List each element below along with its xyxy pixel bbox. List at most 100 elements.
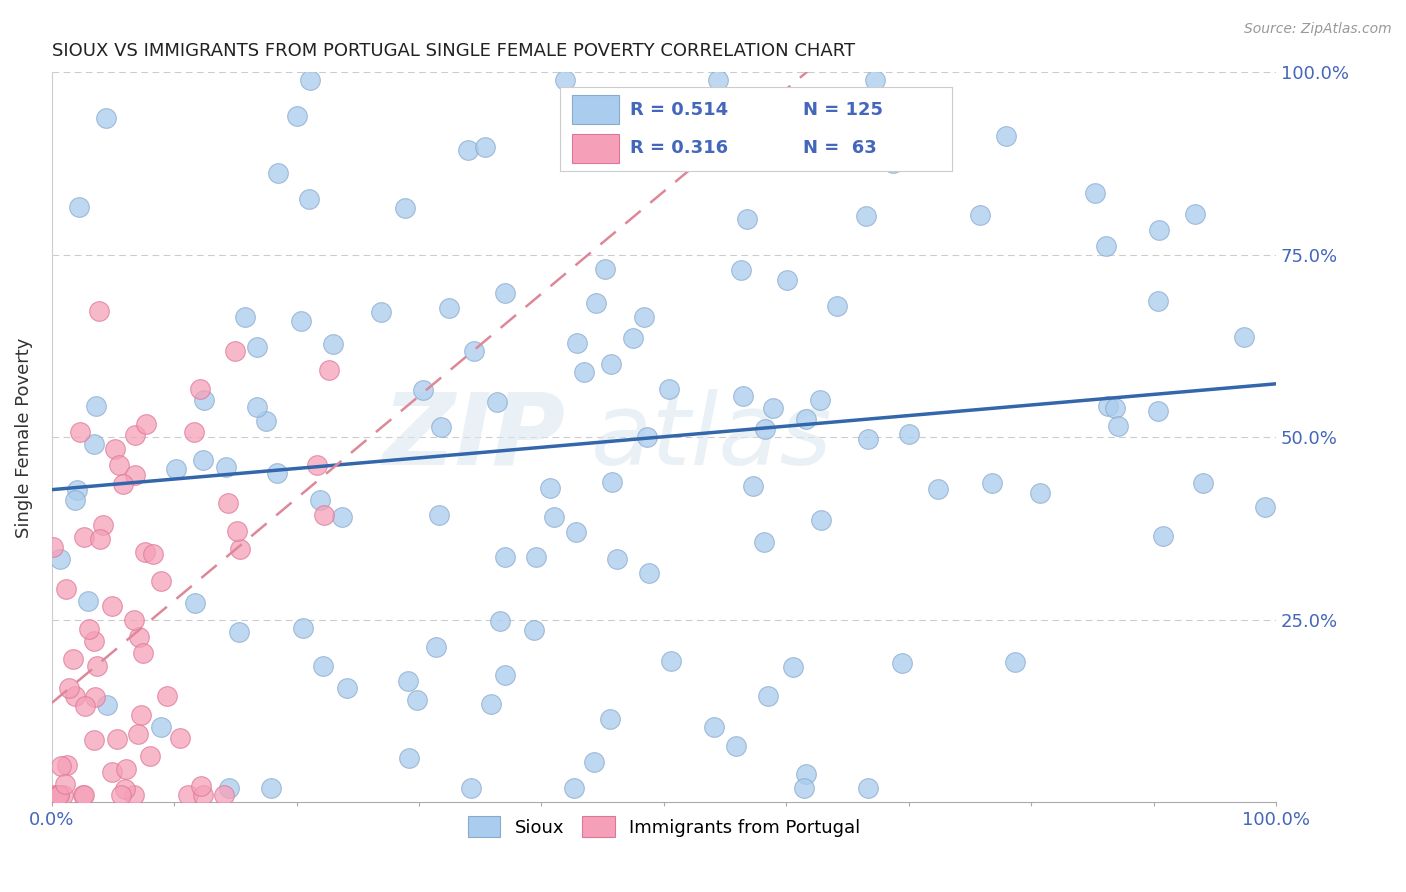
Point: [229, 542, 252, 557]
Point: [776, 273, 799, 287]
Point: [309, 493, 332, 508]
Point: [994, 129, 1017, 144]
Point: [1232, 329, 1254, 343]
Point: [486, 394, 509, 409]
Point: [183, 425, 205, 440]
Point: [336, 681, 359, 695]
Point: [427, 508, 450, 523]
Point: [246, 400, 269, 414]
Point: [267, 166, 290, 180]
Point: [637, 566, 659, 581]
Point: [49, 551, 72, 566]
Point: [51, 759, 73, 773]
Point: [855, 209, 877, 223]
Point: [370, 305, 392, 319]
Point: [48, 788, 70, 802]
Point: [981, 476, 1004, 491]
Point: [636, 430, 658, 444]
Point: [41, 788, 63, 802]
Point: [193, 788, 215, 802]
Point: [298, 192, 321, 206]
Point: [633, 310, 655, 324]
Point: [112, 477, 135, 491]
Point: [228, 625, 250, 640]
Point: [582, 755, 605, 769]
Point: [1097, 399, 1119, 413]
Point: [1192, 476, 1215, 491]
Point: [600, 475, 623, 489]
Point: [793, 780, 815, 795]
Point: [1184, 206, 1206, 220]
Point: [101, 599, 124, 613]
Point: [62, 652, 84, 666]
Point: [494, 549, 516, 564]
Point: [322, 337, 344, 351]
Point: [621, 331, 644, 345]
Point: [91, 518, 114, 533]
Point: [890, 656, 912, 670]
Point: [89, 532, 111, 546]
Point: [69, 425, 91, 439]
Point: [290, 314, 312, 328]
Point: [794, 411, 817, 425]
Point: [585, 296, 607, 310]
Point: [754, 422, 776, 436]
Point: [233, 310, 256, 324]
Point: [122, 613, 145, 627]
Point: [396, 673, 419, 688]
Point: [494, 668, 516, 682]
Point: [1095, 239, 1118, 253]
Point: [574, 365, 596, 379]
Point: [606, 552, 628, 566]
Point: [658, 382, 681, 396]
Point: [1107, 419, 1129, 434]
Point: [398, 750, 420, 764]
Point: [83, 732, 105, 747]
Point: [703, 719, 725, 733]
Point: [686, 112, 709, 127]
Point: [1084, 186, 1107, 200]
Point: [1152, 529, 1174, 543]
Point: [707, 72, 730, 87]
Point: [754, 534, 776, 549]
Point: [412, 383, 434, 397]
Point: [898, 427, 921, 442]
Point: [1149, 223, 1171, 237]
Point: [733, 389, 755, 403]
Point: [184, 596, 207, 610]
Point: [523, 623, 546, 637]
Point: [735, 212, 758, 227]
Point: [218, 780, 240, 795]
Point: [129, 707, 152, 722]
Point: [67, 201, 90, 215]
Point: [562, 780, 585, 795]
Point: [72, 788, 94, 802]
Point: [66, 483, 89, 498]
Point: [58, 681, 80, 695]
Point: [55, 582, 77, 597]
Point: [762, 401, 785, 415]
Point: [808, 393, 831, 408]
Point: [742, 479, 765, 493]
Point: [86, 658, 108, 673]
Point: [599, 712, 621, 726]
Y-axis label: Single Female Poverty: Single Female Poverty: [15, 337, 32, 538]
Point: [460, 780, 482, 795]
Point: [226, 524, 249, 538]
Point: [156, 689, 179, 703]
Point: [266, 466, 288, 480]
Point: [191, 453, 214, 467]
Point: [131, 646, 153, 660]
Point: [142, 547, 165, 561]
Point: [105, 731, 128, 746]
Point: [134, 545, 156, 559]
Point: [713, 145, 735, 159]
Point: [42, 541, 65, 555]
Point: [149, 720, 172, 734]
Point: [86, 399, 108, 413]
Point: [494, 285, 516, 300]
Text: ZIP: ZIP: [382, 389, 567, 486]
Point: [124, 428, 146, 442]
Point: [56, 758, 79, 772]
Point: [259, 780, 281, 795]
